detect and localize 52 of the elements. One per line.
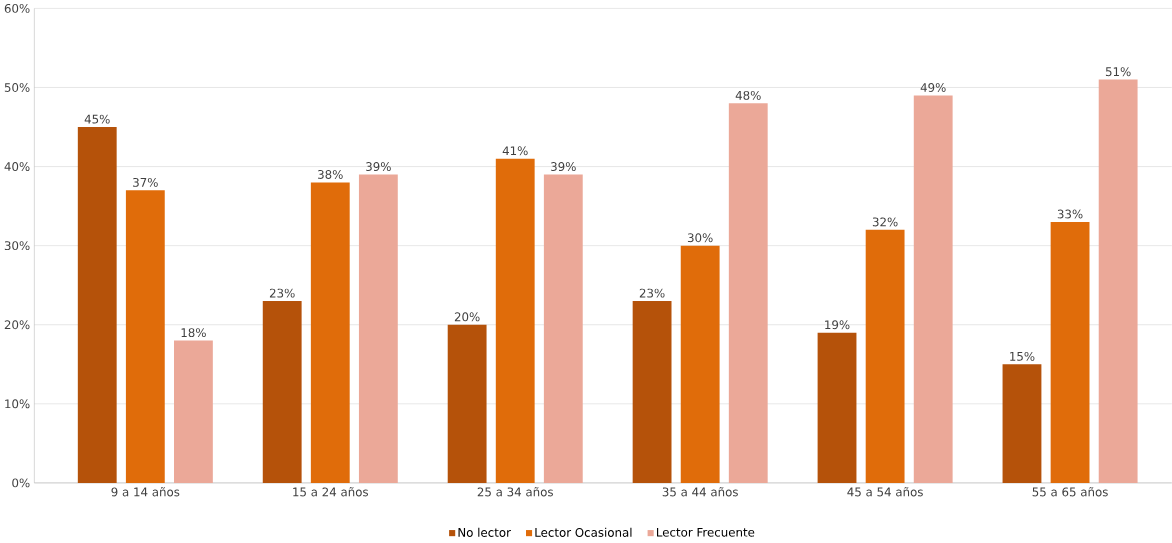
- data-label: 20%: [454, 312, 480, 322]
- x-tick-label: 25 a 34 años: [477, 487, 553, 497]
- bar: [913, 95, 953, 483]
- data-label: 19%: [825, 320, 850, 330]
- bar: [77, 127, 117, 483]
- y-tick-label: 50%: [4, 83, 30, 93]
- data-label: 38%: [318, 170, 343, 180]
- bar: [865, 229, 905, 483]
- data-label: 51%: [1105, 67, 1131, 77]
- data-label: 32%: [872, 217, 898, 227]
- legend-label: No lector: [458, 527, 511, 537]
- data-label: 33%: [1057, 209, 1083, 219]
- y-tick-label: 20%: [4, 320, 30, 330]
- bar: [817, 332, 857, 483]
- x-tick-label: 9 a 14 años: [111, 487, 180, 497]
- data-label: 48%: [735, 91, 761, 100]
- y-tick-label: 40%: [4, 162, 30, 172]
- data-label: 23%: [269, 288, 295, 298]
- bar: [125, 190, 165, 483]
- x-tick-label: 55 a 65 años: [1032, 487, 1108, 497]
- data-label: 39%: [366, 162, 391, 172]
- legend-label: Lector Ocasional: [535, 527, 632, 537]
- bar: [1098, 79, 1138, 483]
- data-label: 39%: [551, 162, 576, 172]
- x-tick-label: 15 a 24 años: [293, 487, 369, 497]
- bar: [310, 182, 350, 483]
- y-tick-label: 0%: [12, 478, 30, 488]
- data-label: 30%: [687, 233, 713, 243]
- bar: [495, 158, 535, 483]
- x-tick-label: 35 a 44 años: [662, 487, 738, 497]
- data-label: 45%: [84, 114, 110, 124]
- data-label: 41%: [502, 146, 528, 156]
- data-label: 37%: [133, 178, 158, 187]
- data-label: 23%: [639, 288, 665, 298]
- bar: [1050, 222, 1090, 483]
- bar: [680, 245, 720, 483]
- data-label: 49%: [920, 83, 946, 93]
- y-tick-label: 30%: [4, 241, 30, 251]
- bar: [543, 174, 583, 483]
- y-tick-label: 60%: [4, 4, 30, 13]
- bar: [632, 301, 672, 483]
- bar: [174, 340, 213, 483]
- bar: [262, 301, 302, 483]
- bar: [1002, 364, 1042, 483]
- y-tick-label: 10%: [5, 399, 30, 409]
- legend-label: Lector Frecuente: [657, 528, 755, 537]
- data-label: 15%: [1010, 352, 1035, 361]
- x-tick-label: 45 a 54 años: [847, 487, 923, 497]
- bar: [728, 103, 768, 483]
- bar: [358, 174, 398, 483]
- data-label: 18%: [181, 328, 206, 338]
- bar: [447, 324, 487, 483]
